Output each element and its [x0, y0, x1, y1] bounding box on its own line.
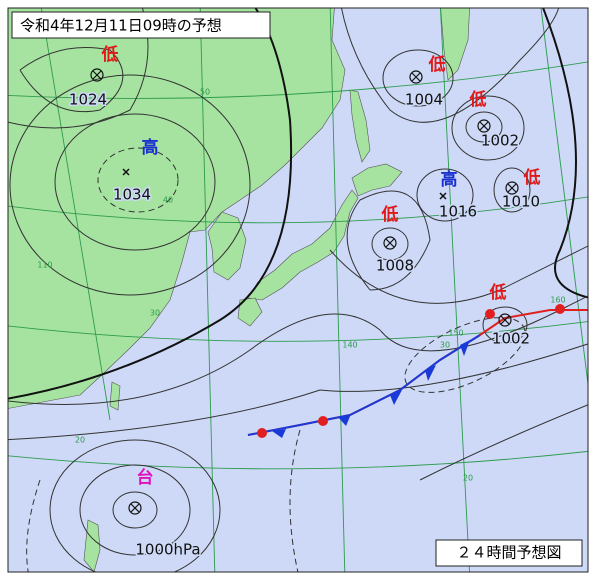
center-symbol [122, 168, 130, 176]
center-symbol [498, 313, 512, 327]
center-pressure: 1008 [376, 257, 414, 275]
center-symbol [90, 68, 104, 82]
center-kind: 高 [441, 169, 458, 190]
title-box [11, 11, 271, 39]
center-symbol [507, 183, 517, 193]
center-pressure: 1004 [405, 91, 443, 109]
center-kind: 低 [428, 54, 446, 75]
grid-label: 150 [448, 329, 463, 338]
center-kind: 高 [142, 137, 159, 158]
map-frame [7, 7, 589, 573]
center-symbol [505, 181, 519, 195]
grid-label: 140 [342, 341, 357, 350]
title: 令和4年12月11日09時の予想 [20, 17, 222, 35]
center-pressure: 1002 [481, 132, 519, 150]
grid-label: 160 [550, 296, 565, 305]
center-pressure: 1010 [502, 193, 540, 211]
center-pressure: 1002 [492, 330, 530, 348]
center-kind: 台 [137, 467, 154, 488]
grid-label: 20 [75, 436, 85, 445]
sakhalin [349, 89, 371, 163]
center-pressure: 1034 [113, 186, 151, 204]
footer-label: ２４時間予想図 [456, 544, 561, 562]
grid-label: 40 [163, 196, 173, 205]
center-symbol [383, 236, 397, 250]
center-symbol [128, 501, 142, 515]
taiwan [109, 381, 121, 411]
center-symbol [92, 70, 102, 80]
kamchatka [440, 8, 470, 81]
center-kind: 低 [469, 89, 487, 110]
grid-label: 110 [37, 261, 52, 270]
grid-label: 30 [150, 309, 160, 318]
center-symbol [439, 192, 447, 200]
center-kind: 低 [489, 282, 507, 303]
center-kind: 低 [101, 44, 119, 65]
grid-label: 50 [200, 88, 210, 97]
hokkaido [351, 163, 403, 197]
center-pressure: 1000hPa [135, 541, 200, 559]
korea [207, 211, 247, 281]
front [247, 304, 588, 438]
grid-label: 30 [440, 341, 450, 350]
kyushu [237, 297, 263, 327]
center-pressure: 1024 [69, 91, 107, 109]
footer-box [435, 539, 583, 567]
center-symbol [411, 72, 421, 82]
center-symbol [477, 119, 491, 133]
center-symbol [500, 315, 510, 325]
honshu [247, 189, 359, 301]
center-pressure: 1016 [439, 203, 477, 221]
center-kind: 低 [381, 204, 399, 225]
center-kind: 低 [523, 167, 541, 188]
center-symbol [409, 70, 423, 84]
center-symbol [479, 121, 489, 131]
center-symbol [385, 238, 395, 248]
grid-label: 20 [463, 474, 473, 483]
center-symbol [130, 503, 140, 513]
